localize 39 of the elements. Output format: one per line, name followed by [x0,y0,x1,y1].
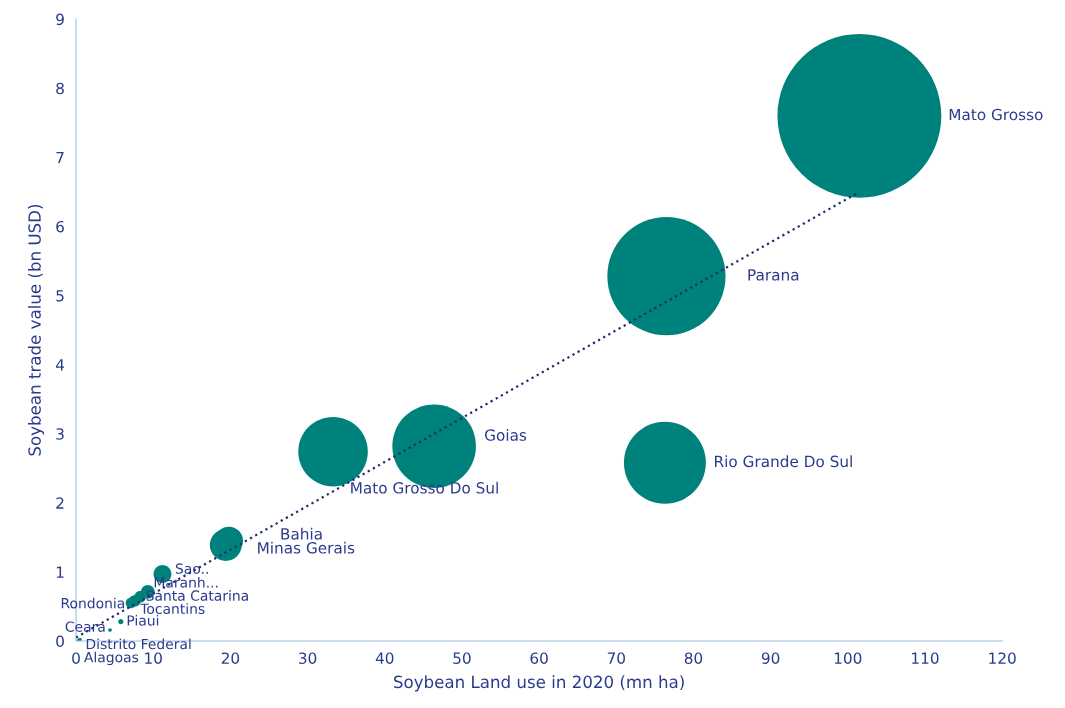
series-label: Parana [748,269,799,281]
x-tick-label: 0 [72,652,80,664]
y-tick-label: 5 [56,290,64,302]
x-tick-label: 90 [761,652,780,664]
series-label: Distrito Federal [86,638,191,650]
series-label: Piaui [127,614,159,626]
x-tick-label: 70 [607,652,625,664]
series-label: Tocantins [140,603,205,614]
series-label: Mato Grosso Do Sul [351,481,498,494]
series-label: Ceara [65,621,105,632]
x-tick-label: 60 [530,652,548,664]
y-tick-label: 4 [55,359,65,371]
y-tick-label: 6 [56,220,64,233]
series-label: Goias [485,429,527,441]
series-label: Rio Grande Do Sul [715,455,852,468]
x-axis-title: Soybean Land use in 2020 (mn ha) [394,675,684,692]
x-tick-label: 80 [684,652,703,664]
series-label: Mato Grosso [949,108,1043,121]
y-tick-label: 8 [56,82,64,95]
y-axis-title: Soybean trade value (bn USD) [27,204,45,456]
x-tick-label: 40 [375,652,394,664]
y-tick-label: 3 [56,428,64,440]
x-tick-label: 100 [834,652,862,664]
x-tick-label: 110 [912,652,939,664]
series-label: Sao.. [175,563,208,574]
x-tick-label: 30 [299,652,317,664]
text: Bahia [281,527,322,540]
series-label: Alagoas [84,651,139,666]
series-label: Minas Gerais [258,541,355,554]
x-tick-label: 50 [453,652,471,664]
series-label: Rondonia [61,597,125,609]
y-tick-label: 2 [56,497,64,509]
x-tick-label: 10 [145,652,162,664]
y-tick-label: 9 [56,13,64,26]
y-tick-label: 1 [56,566,64,578]
x-tick-label: 120 [989,652,1016,664]
x-tick-label: 20 [221,652,240,664]
y-tick-label: 7 [56,151,64,164]
y-tick-label: 0 [56,635,64,648]
